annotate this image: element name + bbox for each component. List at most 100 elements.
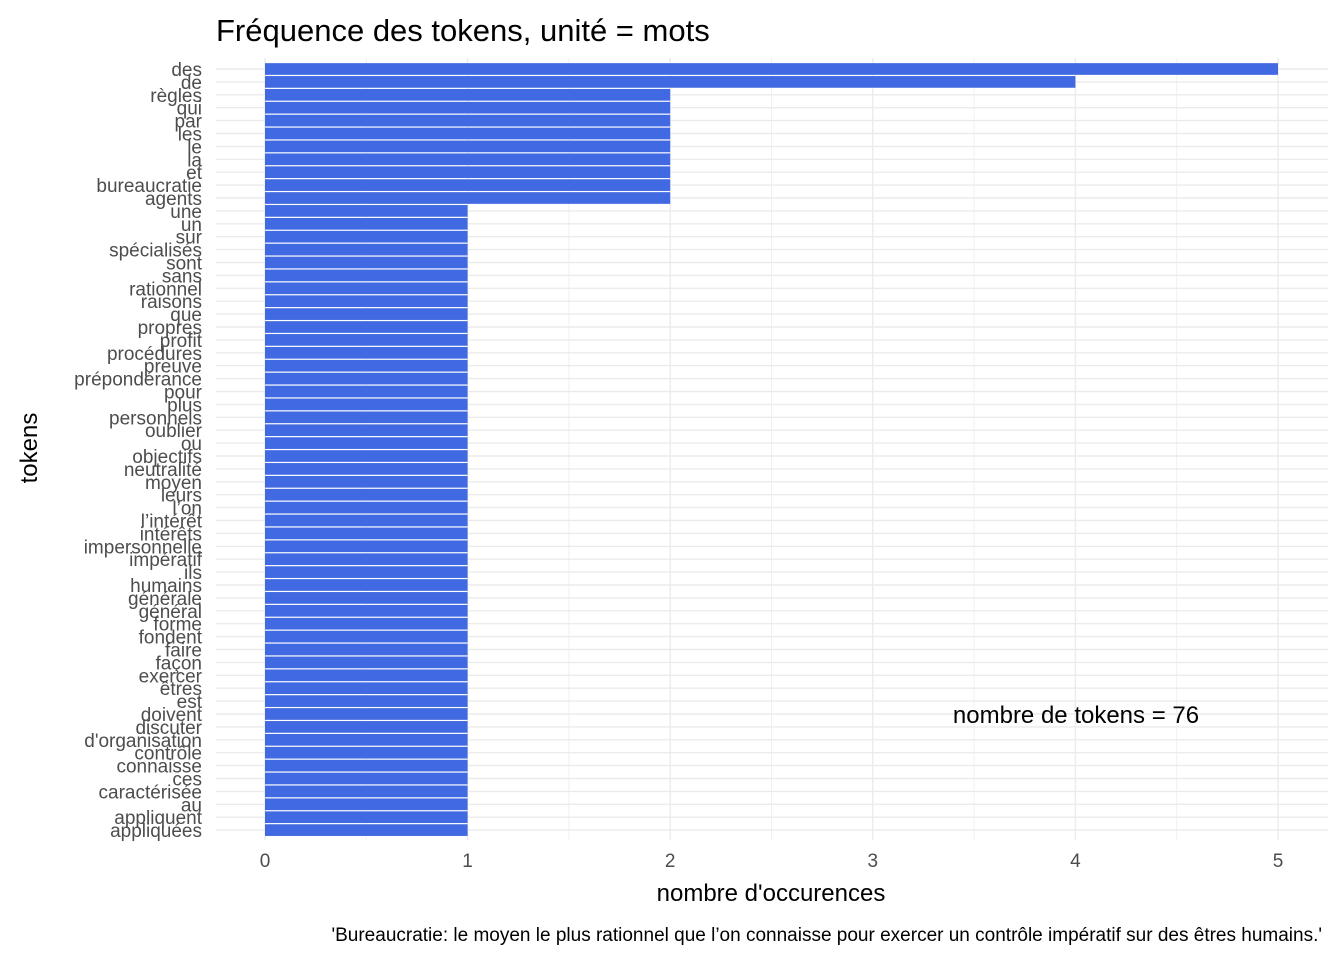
- x-tick-labels: 0 1 2 3 4 5: [260, 851, 1284, 872]
- token-count-annotation: nombre de tokens = 76: [953, 702, 1199, 729]
- y-tick-label: appliquées: [110, 821, 202, 842]
- bar: [265, 488, 468, 501]
- y-tick-label: agents: [145, 189, 202, 210]
- y-tick-label: raisons: [141, 292, 202, 313]
- x-tick-label: 3: [868, 851, 879, 872]
- bar: [265, 192, 671, 204]
- y-tick-label: contrôle: [134, 744, 202, 765]
- y-tick-label: de: [181, 73, 202, 94]
- y-tick-label: générale: [128, 589, 202, 610]
- y-tick-label: des: [171, 60, 202, 81]
- y-tick-label: exercer: [139, 666, 203, 687]
- y-tick-label: règles: [150, 86, 202, 107]
- y-tick-labels: desderèglesquiparleslelaetbureaucratieag…: [74, 60, 203, 842]
- y-tick-label: leurs: [161, 486, 202, 507]
- bar: [265, 282, 468, 295]
- y-tick-label: le: [187, 137, 202, 158]
- bar: [265, 153, 671, 166]
- bar: [265, 553, 468, 566]
- bar: [265, 643, 468, 656]
- y-tick-label: bureaucratie: [96, 176, 202, 197]
- chart-title: Fréquence des tokens, unité = mots: [216, 13, 710, 48]
- y-tick-label: oublier: [145, 421, 203, 442]
- bar: [265, 398, 468, 411]
- y-tick-label: appliquent: [114, 808, 202, 829]
- y-tick-label: procédures: [107, 344, 202, 365]
- bar: [265, 604, 468, 617]
- y-tick-label: preuve: [144, 357, 202, 378]
- bar: [265, 785, 468, 798]
- y-tick-label: connaisse: [116, 757, 202, 778]
- bar: [265, 540, 468, 553]
- bar: [265, 166, 671, 179]
- bar: [265, 269, 468, 282]
- y-tick-label: qui: [177, 99, 202, 120]
- bar: [265, 566, 468, 578]
- y-tick-label: personnels: [109, 408, 202, 429]
- y-tick-label: discuter: [135, 718, 202, 739]
- y-tick-label: d'organisation: [84, 731, 202, 752]
- bar: [265, 669, 468, 682]
- x-tick-label: 1: [462, 851, 473, 872]
- bar: [265, 592, 468, 604]
- bar: [265, 140, 671, 153]
- bar: [265, 88, 671, 101]
- bar: [265, 733, 468, 746]
- bar: [265, 811, 468, 824]
- bar: [265, 308, 468, 320]
- y-tick-label: ces: [172, 770, 202, 791]
- bar: [265, 695, 468, 707]
- bar: [265, 579, 468, 591]
- bar: [265, 346, 468, 359]
- bar: [265, 501, 468, 514]
- y-tick-label: forme: [153, 615, 202, 636]
- bar: [265, 359, 468, 372]
- bar: [265, 450, 468, 462]
- bar: [265, 514, 468, 527]
- bar: [265, 63, 1278, 75]
- bars: [265, 63, 1278, 836]
- y-tick-label: ou: [181, 434, 202, 455]
- y-tick-label: les: [178, 125, 202, 146]
- y-tick-label: façon: [156, 653, 202, 674]
- y-tick-label: faire: [165, 641, 202, 662]
- y-tick-label: caractérisée: [99, 782, 203, 803]
- bar: [265, 114, 671, 127]
- bar: [265, 101, 671, 114]
- bar: [265, 746, 468, 759]
- y-tick-label: impératif: [129, 550, 203, 571]
- x-tick-label: 0: [260, 851, 271, 872]
- bar: [265, 321, 468, 333]
- y-tick-label: impersonnelle: [84, 537, 202, 558]
- bar: [265, 437, 468, 449]
- y-tick-label: sur: [176, 228, 203, 249]
- y-tick-label: l’on: [172, 499, 202, 520]
- y-tick-label: sans: [162, 266, 202, 287]
- y-tick-label: spécialisés: [109, 241, 202, 262]
- bar: [265, 424, 468, 437]
- bar: [265, 708, 468, 720]
- bar: [265, 179, 671, 191]
- bar: [265, 205, 468, 217]
- x-tick-label: 4: [1070, 851, 1081, 872]
- y-tick-label: par: [175, 112, 203, 133]
- bar: [265, 295, 468, 308]
- bar: [265, 759, 468, 772]
- y-tick-label: rationnel: [129, 279, 202, 300]
- y-tick-label: une: [170, 202, 202, 223]
- y-tick-label: prépondérance: [74, 370, 202, 391]
- x-tick-label: 5: [1273, 851, 1284, 872]
- bar: [265, 217, 468, 230]
- y-tick-label: êtres: [160, 679, 202, 700]
- bar: [265, 334, 468, 346]
- y-tick-label: la: [187, 150, 202, 171]
- bar: [265, 243, 468, 256]
- y-tick-label: l’intérêt: [141, 512, 203, 533]
- bar: [265, 682, 468, 695]
- y-tick-label: objectifs: [132, 447, 202, 468]
- x-axis-title: nombre d'occurences: [657, 880, 886, 907]
- y-tick-label: intérêts: [140, 524, 202, 545]
- y-tick-label: profit: [160, 331, 203, 352]
- y-tick-label: est: [177, 692, 203, 713]
